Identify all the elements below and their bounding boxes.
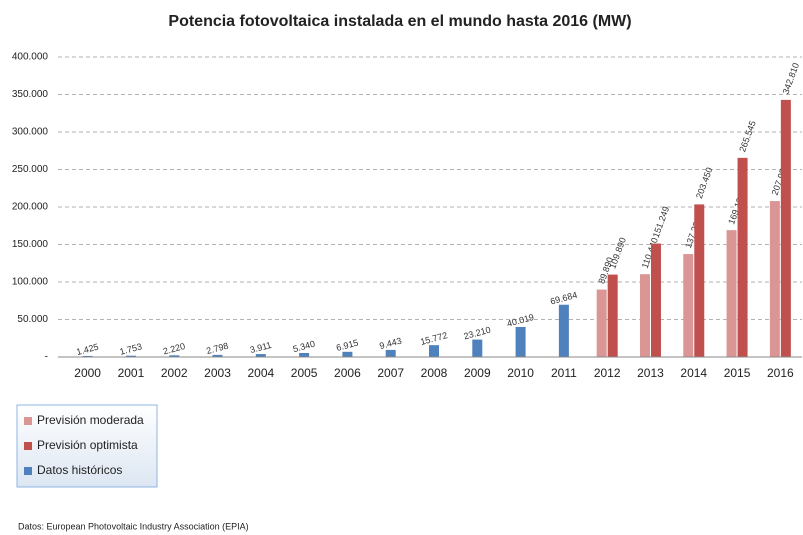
- bar: [125, 355, 136, 357]
- bar: [780, 99, 791, 357]
- bar: [385, 349, 396, 357]
- bar: [726, 230, 737, 357]
- x-tick-label: 2005: [291, 366, 318, 380]
- bar: [342, 351, 353, 357]
- x-tick-label: 2000: [74, 366, 101, 380]
- x-tick-label: 2007: [377, 366, 404, 380]
- value-label: 109.890: [607, 236, 628, 270]
- y-tick-label: 250.000: [12, 164, 49, 175]
- bar: [299, 352, 310, 357]
- x-tick-label: 2012: [594, 366, 621, 380]
- bar: [769, 201, 780, 357]
- x-tick-label: 2006: [334, 366, 361, 380]
- legend-swatch: [24, 442, 32, 450]
- bar: [255, 354, 266, 357]
- y-tick-label: 150.000: [12, 239, 49, 250]
- y-tick-label: 400.000: [12, 52, 49, 63]
- value-label: 151.249: [651, 205, 672, 239]
- bar: [558, 304, 569, 357]
- bar: [639, 274, 650, 357]
- legend-label: Previsión moderada: [37, 413, 144, 427]
- value-label: 2.220: [162, 341, 186, 356]
- legend-swatch: [24, 417, 32, 425]
- y-tick-label: 350.000: [12, 89, 49, 100]
- x-tick-label: 2013: [637, 366, 664, 380]
- value-label: 2.798: [205, 341, 229, 356]
- chart-title: Potencia fotovoltaica instalada en el mu…: [168, 13, 631, 30]
- bar: [212, 354, 223, 357]
- x-tick-label: 2008: [421, 366, 448, 380]
- x-tick-label: 2003: [204, 366, 231, 380]
- legend-label: Datos históricos: [37, 463, 122, 477]
- bar: [683, 254, 694, 357]
- value-label: 1.425: [75, 342, 99, 357]
- bar: [737, 157, 748, 357]
- y-tick-label: -: [45, 352, 48, 363]
- bar: [472, 339, 483, 357]
- x-tick-label: 2002: [161, 366, 188, 380]
- bar: [596, 289, 607, 357]
- value-label: 6.915: [335, 337, 359, 352]
- legend-swatch: [24, 467, 32, 475]
- bar: [429, 345, 439, 357]
- value-label: 69.684: [549, 290, 578, 307]
- value-label: 40.019: [506, 312, 535, 329]
- bar: [650, 243, 661, 357]
- x-tick-label: 2010: [507, 366, 534, 380]
- bar: [694, 204, 705, 357]
- bar: [515, 326, 526, 357]
- x-tick-label: 2014: [680, 366, 707, 380]
- value-label: 3.911: [249, 340, 273, 355]
- x-tick-label: 2016: [767, 366, 794, 380]
- x-tick-label: 2011: [551, 366, 577, 380]
- value-label: 5.340: [292, 339, 316, 354]
- bar: [169, 355, 180, 357]
- value-label: 9.443: [378, 336, 402, 351]
- bar: [82, 355, 93, 357]
- x-tick-label: 2009: [464, 366, 491, 380]
- x-tick-label: 2001: [118, 366, 145, 380]
- bar: [607, 274, 618, 357]
- y-tick-label: 300.000: [12, 127, 49, 138]
- value-label: 1.753: [119, 341, 143, 356]
- x-tick-label: 2004: [247, 366, 274, 380]
- source-note: Datos: European Photovoltaic Industry As…: [18, 521, 249, 531]
- value-label: 203.450: [694, 166, 715, 200]
- value-label: 15.772: [419, 330, 448, 347]
- y-tick-label: 200.000: [12, 202, 49, 213]
- x-tick-label: 2015: [724, 366, 751, 380]
- y-tick-label: 50.000: [17, 314, 48, 325]
- value-label: 265.545: [737, 119, 758, 153]
- legend-label: Previsión optimista: [37, 438, 138, 452]
- value-label: 23.210: [463, 325, 492, 342]
- legend-box: [16, 404, 158, 488]
- y-tick-label: 100.000: [12, 277, 49, 288]
- value-label: 342.810: [781, 61, 802, 95]
